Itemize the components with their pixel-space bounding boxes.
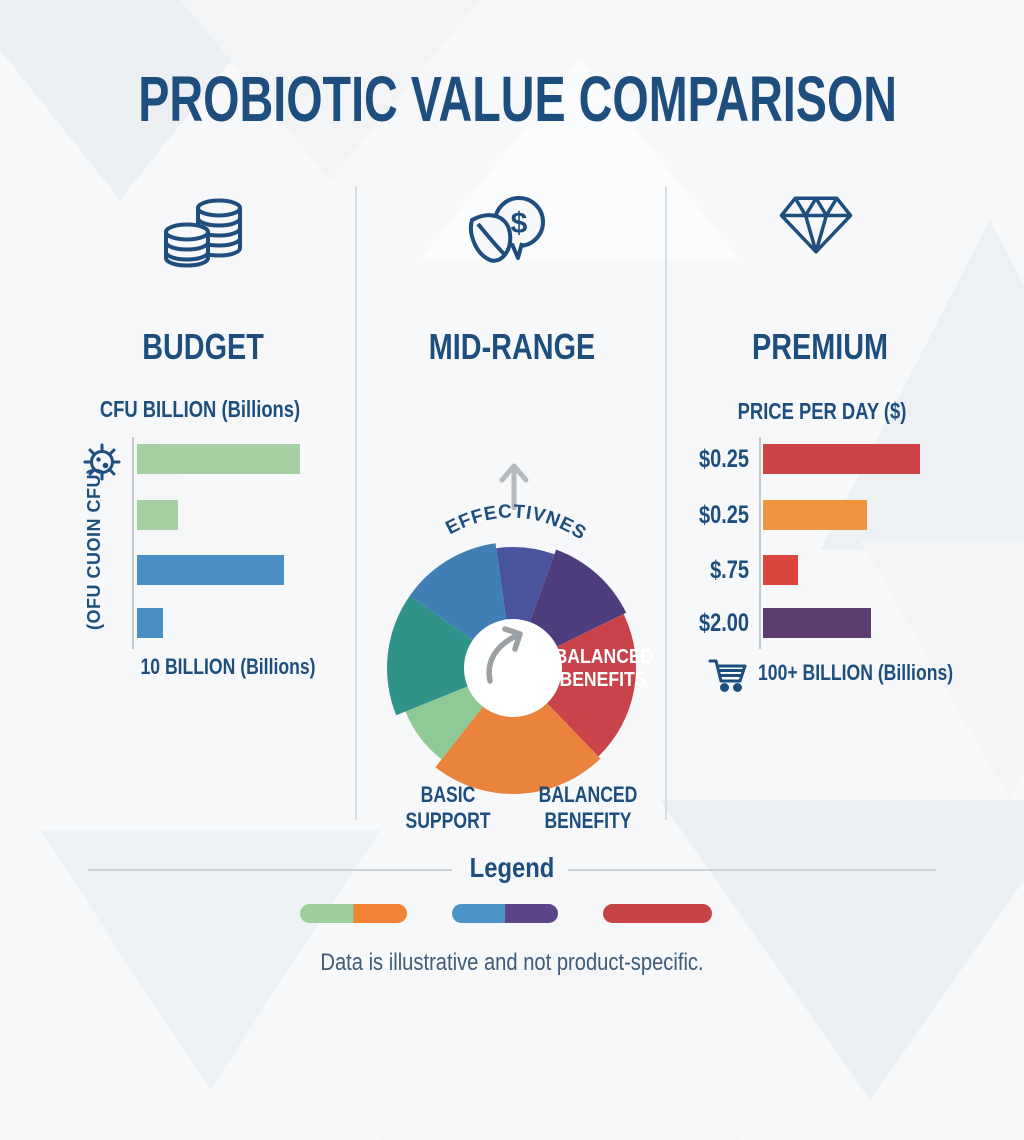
premium-bar	[763, 608, 871, 638]
price-label: $0.25	[698, 501, 749, 529]
legend-pill-red	[603, 904, 712, 923]
effectiveness-arc-label: EFFECTIVNESS	[368, 492, 589, 545]
column-header-midrange: MID-RANGE	[428, 326, 596, 367]
premium-bar	[763, 500, 867, 530]
legend-pill-blue-purple	[452, 904, 558, 923]
premium-chart-title: PRICE PER DAY ($)	[737, 398, 907, 424]
legend-title: Legend	[469, 852, 555, 883]
budget-bar	[137, 555, 284, 585]
premium-bar-group: $0.25 $0.25 $.75 $2.00	[699, 444, 933, 644]
up-arrow-icon	[499, 463, 529, 510]
dollar-sign: $	[511, 207, 528, 240]
footnote: Data is illustrative and not product-spe…	[320, 949, 704, 976]
price-label: $0.25	[698, 445, 749, 473]
coin-stacks-icon	[164, 198, 242, 268]
column-header-budget: BUDGET	[142, 326, 264, 367]
budget-y-axis	[132, 437, 134, 649]
pie-center-circle	[464, 619, 562, 717]
page-title: PROBIOTIC VALUE COMPARISON	[138, 63, 898, 135]
pie-segment	[387, 595, 513, 716]
premium-bar	[763, 555, 798, 585]
column-divider-right	[665, 186, 667, 820]
budget-caption: 10 BILLION (Billions)	[140, 654, 316, 679]
diamond-icon	[779, 196, 853, 254]
price-label: $.75	[710, 556, 749, 584]
curved-growth-arrow-icon	[486, 626, 523, 684]
pie-segment	[513, 614, 637, 757]
premium-y-axis	[759, 437, 761, 649]
column-header-premium: PREMIUM	[752, 326, 888, 367]
legend-pill-green-orange	[300, 904, 407, 923]
premium-caption: 100+ BILLION (Billions)	[758, 660, 954, 685]
budget-bar-group	[137, 444, 307, 644]
bacteria-icon	[83, 443, 121, 481]
legend-line-left	[88, 869, 452, 871]
pie-overlay-label: BALANCED BENEFITS	[554, 646, 654, 691]
budget-bar	[137, 444, 300, 474]
pie-label-basic-support: BASIC SUPPORT	[405, 782, 491, 834]
budget-bar	[137, 608, 163, 638]
pie-segment	[435, 668, 601, 794]
shopping-cart-icon	[708, 659, 747, 692]
column-divider-left	[355, 186, 357, 820]
budget-chart-title: CFU BILLION (Billions)	[99, 396, 301, 422]
pie-label-balanced-benefity: BALANCED BENEFITY	[538, 782, 638, 834]
budget-bar	[137, 500, 178, 530]
pie-chart	[387, 543, 637, 794]
legend-line-right	[568, 869, 936, 871]
premium-bar	[763, 444, 920, 474]
triangle-decoration	[380, 900, 740, 1140]
price-label: $2.00	[698, 609, 749, 637]
leaf-dollar-coin-icon: $	[469, 196, 545, 263]
budget-y-axis-label: (OFU CUOIN CFU)	[84, 467, 104, 630]
